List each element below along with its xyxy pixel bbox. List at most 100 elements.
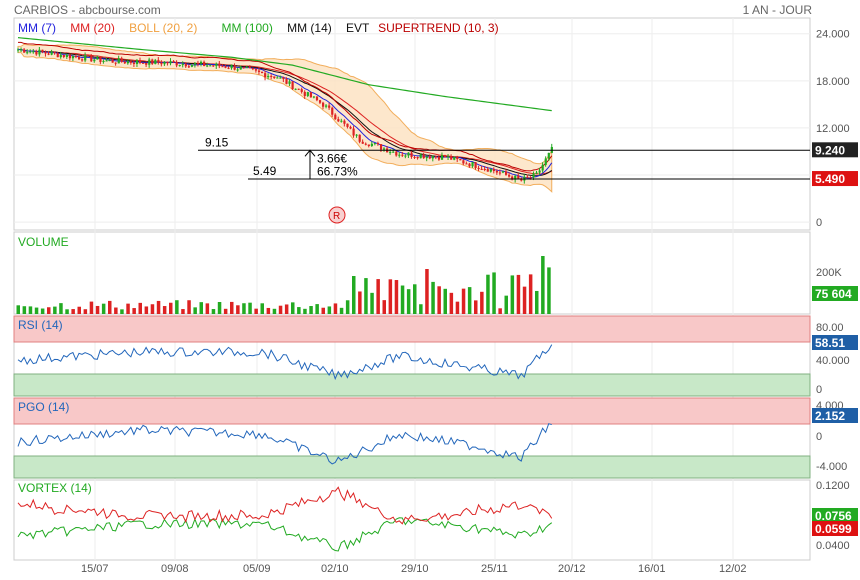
- candle-body: [96, 56, 99, 60]
- candle-body: [151, 59, 154, 64]
- y-tick-label: 12.000: [816, 123, 850, 135]
- chart-period[interactable]: 1 AN - JOUR: [742, 3, 812, 17]
- candle-body: [453, 156, 456, 160]
- candle-body: [297, 88, 300, 90]
- candle-body: [498, 172, 502, 174]
- volume-bar: [95, 305, 100, 314]
- volume-bar: [187, 300, 191, 314]
- x-tick-label: 12/02: [719, 563, 747, 575]
- candle-body: [343, 120, 346, 124]
- candle-body: [294, 88, 297, 90]
- candle-body: [218, 63, 221, 67]
- volume-bar: [83, 309, 88, 314]
- candle-body: [401, 154, 404, 156]
- vortex-minus-badge-box: [812, 521, 858, 536]
- volume-badge: 75 604: [815, 287, 852, 301]
- candle-body: [227, 67, 230, 69]
- volume-bar: [315, 304, 319, 314]
- candle-body: [291, 81, 294, 90]
- candle-body: [334, 114, 337, 120]
- candle-body: [383, 148, 386, 150]
- legend-item: MM (20): [70, 21, 115, 35]
- pgo-oversold-zone: [13, 455, 811, 479]
- volume-bar: [455, 301, 460, 314]
- arrow-head: [304, 149, 316, 157]
- mm20-line: [17, 48, 552, 175]
- event-marker: [328, 206, 346, 224]
- volume-bar: [339, 307, 344, 314]
- mm7-line: [17, 48, 553, 179]
- candle-body: [50, 51, 53, 55]
- candle-body: [489, 168, 492, 172]
- volume-bar: [193, 307, 197, 314]
- volume-bar: [352, 276, 356, 314]
- candle-body: [434, 156, 438, 158]
- candle-body: [370, 143, 373, 146]
- candle-body: [440, 155, 444, 160]
- candle-body: [193, 63, 197, 65]
- candle-body: [29, 51, 32, 53]
- volume-bar: [156, 300, 161, 314]
- x-tick-label: 29/10: [401, 563, 429, 575]
- volume-bar: [291, 302, 295, 314]
- candle-body: [139, 60, 142, 63]
- volume-bar: [461, 288, 466, 314]
- candle-body: [395, 151, 398, 156]
- candle-body: [172, 61, 175, 63]
- volume-bar: [333, 303, 338, 314]
- volume-bar: [120, 309, 124, 314]
- volume-bar: [327, 306, 332, 314]
- rsi-title: RSI (14): [18, 318, 63, 332]
- candle-body: [142, 62, 145, 64]
- x-tick-label: 02/10: [321, 563, 349, 575]
- candle-body: [483, 168, 486, 170]
- volume-bar: [303, 308, 307, 314]
- candle-body: [288, 81, 291, 84]
- candle-body: [474, 162, 477, 168]
- candle-body: [181, 63, 184, 66]
- volume-bar: [230, 301, 234, 314]
- event-marker-label: R: [333, 211, 340, 222]
- candle-body: [273, 76, 276, 78]
- volume-bar: [309, 306, 313, 314]
- candle-body: [410, 152, 413, 157]
- candle-body: [23, 49, 26, 53]
- volume-bar: [89, 301, 94, 314]
- volume-bar: [443, 288, 447, 314]
- candle-body: [248, 67, 251, 69]
- candle-body: [462, 160, 465, 164]
- vortex-plus-line: [17, 517, 553, 552]
- candle-body: [389, 151, 392, 153]
- volume-bar: [498, 308, 502, 314]
- candle-body: [450, 156, 453, 160]
- candle-body: [379, 144, 383, 150]
- candle-body: [35, 51, 38, 55]
- candle-body: [535, 172, 538, 174]
- annotation-high: 9.15: [205, 135, 229, 149]
- volume-bar: [199, 302, 203, 314]
- volume-bar: [175, 300, 179, 314]
- annotation-diff: 3.66€: [317, 151, 347, 165]
- volume-bar: [467, 287, 472, 314]
- volume-bar: [297, 307, 301, 314]
- volume-bar: [413, 284, 417, 314]
- candle-body: [111, 60, 114, 63]
- y-tick-label: 18.000: [816, 76, 850, 88]
- candle-body: [303, 91, 306, 96]
- candle-body: [352, 128, 355, 136]
- vortex-tick: 0.1200: [816, 480, 850, 492]
- volume-bar: [16, 305, 20, 314]
- candle-body: [221, 66, 224, 68]
- last-price-badge: 9.240: [815, 143, 845, 157]
- candle-body: [154, 59, 157, 64]
- candle-body: [212, 65, 215, 67]
- volume-bar: [236, 305, 240, 314]
- candle-body: [26, 52, 29, 54]
- volume-bar: [162, 306, 167, 314]
- candle-body: [71, 56, 75, 59]
- candle-body: [132, 62, 136, 64]
- volume-bar: [419, 304, 423, 314]
- candle-body: [251, 68, 255, 70]
- volume-bar: [181, 309, 185, 314]
